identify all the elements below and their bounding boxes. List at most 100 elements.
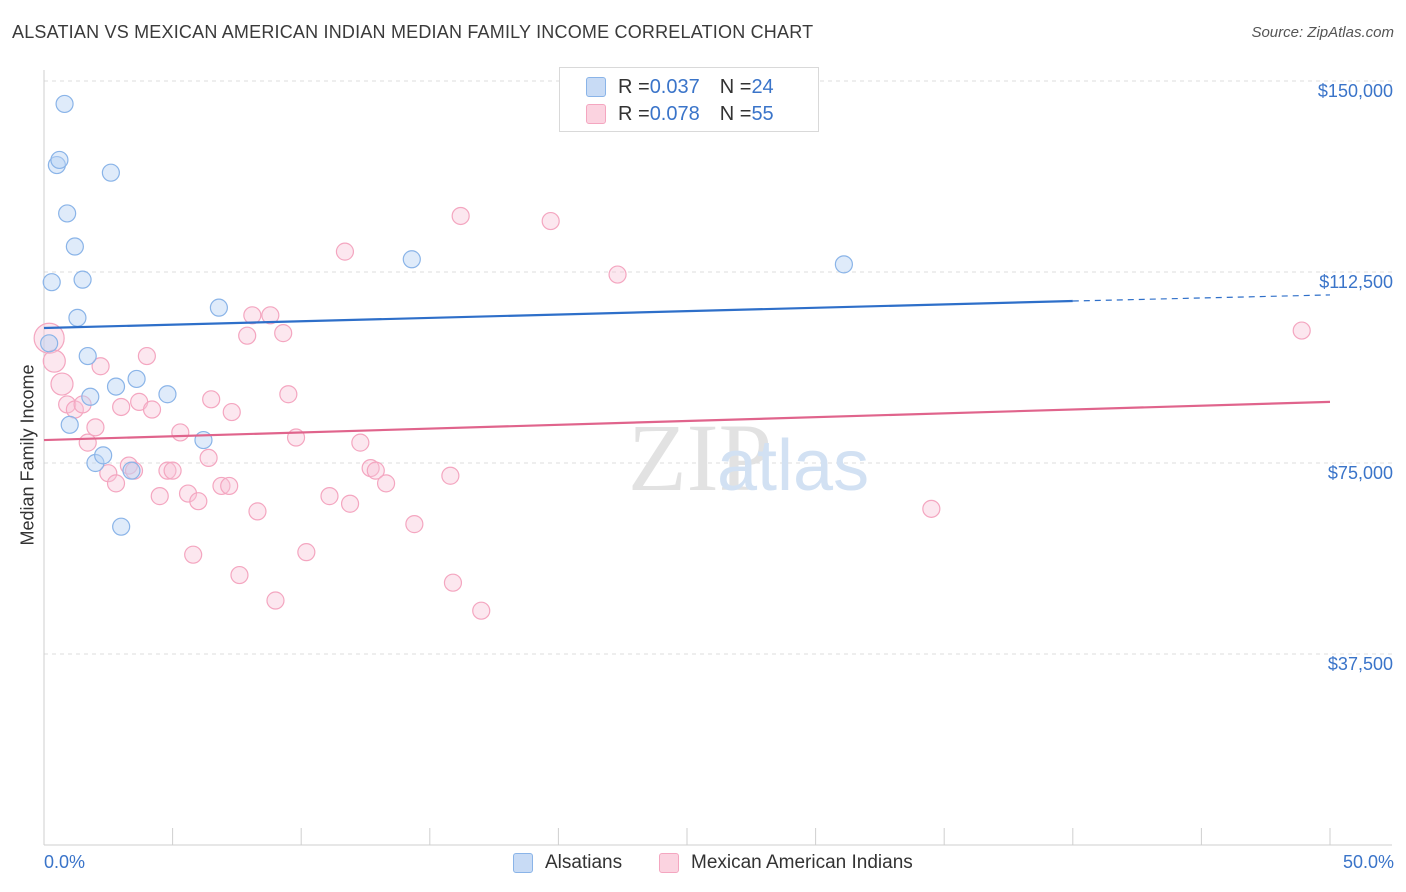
- alsatians-point: [106, 377, 126, 396]
- mexican-american-indians-point: [99, 464, 118, 483]
- r-label: R =: [618, 75, 650, 98]
- mexican-american-indians-point: [220, 476, 239, 496]
- r-value: 0.078: [649, 102, 700, 125]
- alsatians-point: [55, 94, 74, 114]
- watermark-atlas: atlas: [717, 426, 869, 506]
- alsatians-point: [42, 273, 61, 292]
- mexican-american-indians-point: [158, 461, 177, 480]
- mexican-american-indians-point: [202, 390, 221, 409]
- mexican-american-indians-point: [238, 326, 257, 345]
- n-value: 24: [751, 75, 774, 98]
- mexican-american-indians-point: [279, 385, 298, 404]
- x-tick-label-max: 50.0%: [1342, 852, 1394, 872]
- legend-label-mexican-american-indians: Mexican American Indians: [691, 852, 913, 873]
- mexican-american-indians-point: [163, 461, 182, 480]
- alsatians-point: [47, 155, 66, 175]
- y-tick-label: $112,500: [1319, 272, 1393, 292]
- alsatians-trend-line: [43, 299, 1073, 330]
- mexican-american-indians-point: [199, 448, 218, 468]
- trend-lines: [43, 294, 1331, 442]
- mexican-american-indians-swatch: [659, 853, 679, 873]
- mexican-american-indians-point: [33, 322, 65, 354]
- legend-item-mexican-american-indians[interactable]: Mexican American Indians: [659, 852, 913, 874]
- alsatians-point: [209, 298, 228, 317]
- mexican-american-indians-trend-line: [43, 400, 1331, 442]
- mexican-american-indians-point: [297, 543, 316, 562]
- alsatians-point: [65, 237, 84, 256]
- grid-lines: [44, 80, 1392, 655]
- mexican-american-indians-point: [142, 400, 162, 419]
- mexican-american-indians-point: [212, 476, 231, 496]
- series-alsatians-points: [40, 94, 853, 536]
- mexican-american-indians-point: [42, 349, 66, 373]
- alsatians-point: [94, 446, 113, 465]
- series-legend: Alsatians Mexican American Indians: [0, 852, 1406, 876]
- watermark: ZIP atlas: [628, 404, 869, 511]
- alsatians-point: [127, 369, 146, 389]
- mexican-american-indians-point: [261, 306, 280, 325]
- y-tick-labels: $37,500 $75,000 $112,500 $150,000: [1318, 81, 1393, 674]
- legend-item-alsatians[interactable]: Alsatians: [513, 852, 622, 874]
- mexican-american-indians-point: [150, 487, 169, 506]
- mexican-american-indians-point: [184, 545, 203, 564]
- alsatians-swatch: [586, 77, 606, 97]
- mexican-american-indians-point: [922, 499, 941, 518]
- mexican-american-indians-point: [189, 492, 208, 511]
- mexican-american-indians-point: [73, 395, 92, 414]
- mexican-american-indians-point: [451, 206, 470, 226]
- alsatians-point: [101, 163, 120, 182]
- mexican-american-indians-point: [340, 494, 360, 513]
- stats-legend: R = 0.037 N = 24 R = 0.078 N = 55: [559, 67, 819, 132]
- mexican-american-indians-point: [86, 418, 105, 437]
- r-value: 0.037: [649, 75, 700, 98]
- y-tick-label: $75,000: [1328, 463, 1393, 483]
- mexican-american-indians-point: [405, 515, 424, 534]
- mexican-american-indians-point: [274, 324, 293, 343]
- mexican-american-indians-point: [320, 487, 339, 506]
- mexican-american-indians-point: [608, 265, 627, 284]
- mexican-american-indians-point: [351, 433, 370, 452]
- mexican-american-indians-point: [541, 211, 560, 231]
- alsatians-point: [73, 270, 92, 289]
- mexican-american-indians-point: [171, 423, 190, 442]
- y-tick-label: $150,000: [1318, 81, 1393, 101]
- x-tick-label-min: 0.0%: [44, 852, 86, 872]
- mexican-american-indians-point: [137, 346, 156, 366]
- chart-source: Source: ZipAtlas.com: [1251, 24, 1394, 41]
- mexican-american-indians-point: [119, 456, 138, 475]
- alsatians-point: [60, 415, 79, 434]
- mexican-american-indians-point: [1292, 321, 1311, 340]
- mexican-american-indians-point: [266, 591, 285, 610]
- legend-label-alsatians: Alsatians: [545, 852, 623, 873]
- mexican-american-indians-point: [472, 601, 491, 620]
- alsatians-point: [81, 387, 100, 406]
- r-label: R =: [618, 102, 650, 125]
- mexican-american-indians-point: [112, 397, 131, 417]
- axes: [43, 70, 1392, 846]
- mexican-american-indians-point: [366, 461, 385, 480]
- mexican-american-indians-point: [361, 458, 380, 478]
- mexican-american-indians-point: [376, 474, 396, 493]
- n-label: N =: [719, 102, 752, 125]
- alsatians-point: [58, 204, 77, 223]
- alsatians-point: [834, 255, 853, 274]
- mexican-american-indians-point: [78, 433, 97, 452]
- mexican-american-indians-point: [106, 474, 126, 493]
- mexican-american-indians-point: [222, 402, 241, 422]
- mexican-american-indians-point: [335, 242, 355, 261]
- alsatians-point: [112, 517, 131, 536]
- mexican-american-indians-swatch: [586, 104, 606, 124]
- alsatians-swatch: [513, 853, 533, 873]
- alsatians-point: [122, 461, 141, 480]
- alsatians-point: [158, 385, 177, 404]
- mexican-american-indians-point: [443, 573, 463, 592]
- y-tick-label: $37,500: [1328, 654, 1393, 674]
- n-label: N =: [719, 75, 752, 98]
- alsatians-point: [78, 346, 97, 366]
- alsatians-point: [50, 150, 69, 170]
- mexican-american-indians-point: [230, 565, 249, 585]
- y-axis-label: Median Family Income: [17, 364, 38, 546]
- alsatians-point: [402, 250, 421, 269]
- chart-title: ALSATIAN VS MEXICAN AMERICAN INDIAN MEDI…: [12, 22, 814, 42]
